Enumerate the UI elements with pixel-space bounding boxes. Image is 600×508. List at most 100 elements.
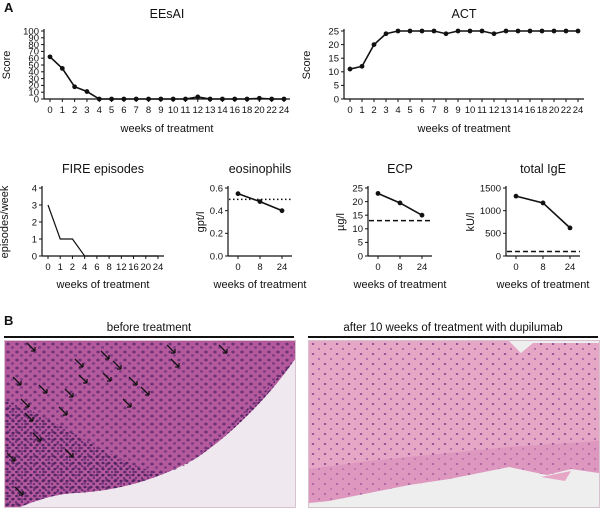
act-y-tick-label: 25: [328, 26, 339, 37]
eesai-x-tick-label: 16: [229, 105, 240, 116]
act-y-tick-label: 20: [328, 40, 339, 51]
ecp-y-tick-label: 10: [352, 224, 363, 235]
act-title: ACT: [452, 7, 477, 21]
act-x-tick-label: 22: [561, 105, 572, 116]
ige-y-tick-label: 1500: [480, 183, 501, 194]
act-x-tick-label: 8: [443, 105, 448, 116]
eesai-data-point: [170, 96, 176, 102]
fire-x-tick-label: 8: [106, 262, 111, 273]
act-x-tick-label: 10: [465, 105, 476, 116]
eesai-x-tick-label: 12: [193, 105, 204, 116]
eos-x-tick-label: 24: [277, 262, 288, 273]
eesai-x-tick-label: 11: [181, 105, 191, 116]
ige-y-axis-label: kU/l: [465, 213, 477, 232]
ige-data-point: [540, 200, 546, 206]
eesai-y-tick-label: 100: [23, 26, 39, 37]
ecp-x-tick-label: 24: [417, 262, 428, 273]
act-data-point: [515, 28, 521, 34]
ige-x-axis-label: weeks of treatment: [496, 279, 590, 291]
ecp-y-tick-label: 5: [358, 238, 363, 249]
act-x-tick-label: 1: [359, 105, 364, 116]
after-treatment-title: after 10 weeks of treatment with dupilum…: [343, 322, 563, 334]
eos-y-tick-label: 0.0: [210, 251, 223, 262]
eesai-x-tick-label: 24: [279, 105, 290, 116]
eesai-x-tick-label: 6: [121, 105, 126, 116]
fire-y-axis-label: episodes/week: [0, 185, 11, 258]
eos-x-tick-label: 8: [257, 262, 262, 273]
eos-x-axis-label: weeks of treatment: [213, 279, 307, 291]
eesai-x-tick-label: 18: [242, 105, 253, 116]
panel-a-letter: A: [4, 0, 14, 15]
fire-y-tick-label: 1: [32, 234, 37, 245]
fire-y-tick-label: 0: [32, 251, 37, 262]
eesai-data-point: [121, 96, 127, 102]
ige-title: total IgE: [520, 162, 566, 176]
act-x-tick-label: 3: [383, 105, 388, 116]
fire-x-tick-label: 24: [153, 262, 164, 273]
act-data-point: [467, 28, 473, 34]
act-data-point: [443, 31, 449, 37]
ige-data-point: [513, 193, 519, 199]
act-y-tick-label: 10: [328, 67, 339, 78]
ecp-y-tick-label: 20: [352, 197, 363, 208]
eos-y-axis-label: gpt/l: [195, 212, 207, 233]
eesai-data-point: [256, 95, 262, 101]
eos-y-tick-label: 0.2: [210, 229, 223, 240]
eesai-data-point: [220, 96, 225, 102]
eesai-x-tick-label: 1: [60, 105, 65, 116]
eesai-x-tick-label: 14: [217, 105, 228, 116]
eesai-x-tick-label: 2: [72, 105, 77, 116]
eesai-data-point: [109, 96, 114, 102]
eesai-x-tick-label: 3: [84, 105, 89, 116]
act-data-point: [371, 42, 377, 47]
eos-data-point: [279, 208, 285, 214]
eesai-y-tick-label: 40: [28, 67, 39, 78]
act-data-point: [431, 28, 437, 34]
act-data-point: [419, 28, 425, 34]
act-data-point: [479, 28, 485, 34]
eesai-y-axis-label: Score: [1, 51, 13, 80]
eesai-x-tick-label: 5: [109, 105, 114, 116]
eesai-y-tick-label: 60: [28, 54, 39, 65]
fire-y-tick-label: 3: [32, 200, 37, 211]
act-x-tick-label: 11: [477, 105, 487, 116]
act-data-point: [395, 28, 401, 34]
eesai-data-point: [84, 89, 90, 94]
ecp-data-point: [419, 212, 425, 218]
eesai-x-axis-label: weeks of treatment: [120, 123, 214, 135]
ige-y-tick-label: 500: [485, 229, 501, 240]
eos-title: eosinophils: [229, 162, 292, 176]
histology-after-image: [308, 340, 600, 508]
ige-y-tick-label: 1000: [480, 206, 501, 217]
fire-x-tick-label: 2: [70, 262, 75, 273]
eesai-data-point: [183, 96, 188, 102]
act-x-tick-label: 4: [395, 105, 400, 116]
ecp-title: ECP: [387, 162, 413, 176]
act-x-tick-label: 12: [489, 105, 500, 116]
act-x-tick-label: 9: [455, 105, 460, 116]
eos-x-tick-label: 0: [235, 262, 240, 273]
eesai-data-point: [269, 96, 275, 102]
eesai-y-tick-label: 20: [28, 81, 39, 92]
fire-x-tick-label: 6: [94, 262, 99, 273]
ecp-x-tick-label: 8: [397, 262, 402, 273]
ecp-y-tick-label: 0: [358, 251, 363, 262]
act-x-tick-label: 6: [419, 105, 424, 116]
eesai-y-tick-label: 70: [28, 47, 39, 58]
fire-x-axis-label: weeks of treatment: [56, 279, 150, 291]
act-data-point: [359, 63, 365, 69]
eesai-data-point: [47, 54, 53, 60]
act-x-tick-label: 20: [549, 105, 560, 116]
act-series-line: [349, 30, 578, 70]
act-data-point: [527, 28, 533, 34]
eesai-data-point: [133, 96, 139, 102]
eos-y-tick-label: 0.6: [210, 183, 223, 194]
ige-x-tick-label: 0: [513, 262, 518, 273]
eesai-data-point: [146, 96, 151, 102]
eos-data-point: [257, 199, 263, 205]
fire-y-tick-label: 2: [32, 217, 37, 228]
ecp-y-tick-label: 25: [352, 183, 363, 194]
act-x-tick-label: 2: [371, 105, 376, 116]
act-x-tick-label: 0: [347, 105, 352, 116]
